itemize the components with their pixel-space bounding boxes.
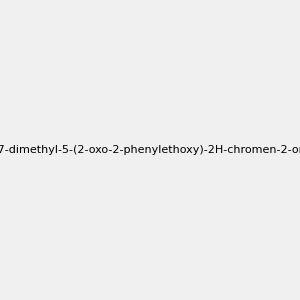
Text: 4,7-dimethyl-5-(2-oxo-2-phenylethoxy)-2H-chromen-2-one: 4,7-dimethyl-5-(2-oxo-2-phenylethoxy)-2H… <box>0 145 300 155</box>
